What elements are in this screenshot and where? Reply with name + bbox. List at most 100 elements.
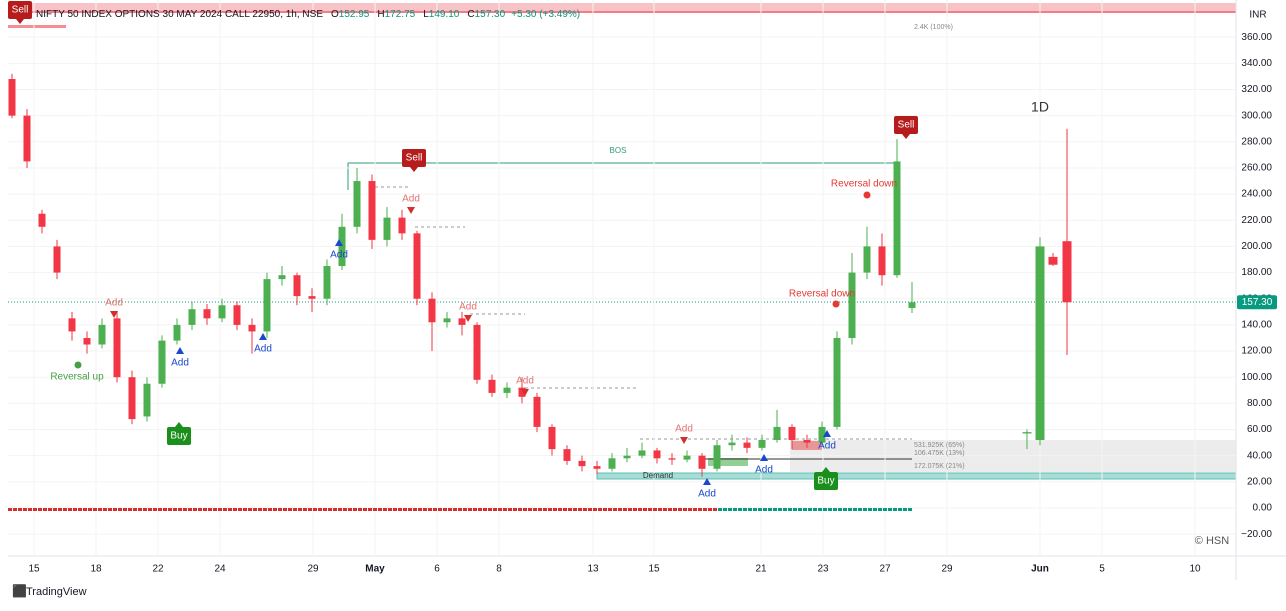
signal-dot (623, 508, 627, 511)
signal-dot (568, 508, 572, 511)
add-label: Add (171, 358, 189, 369)
y-tick-label: 60.00 (1247, 424, 1272, 435)
signal-dot (413, 508, 417, 511)
header-text: 172.75 (385, 9, 416, 20)
signal-dot (433, 508, 437, 511)
add-marker (680, 437, 688, 444)
signal-dot (168, 508, 172, 511)
header-bar (8, 25, 66, 28)
header-text: H (377, 9, 384, 20)
reversal-label: Reversal up (50, 372, 104, 383)
candle-body (878, 246, 886, 276)
signal-dot (428, 508, 432, 511)
candle-body (623, 455, 631, 459)
signal-dot (823, 508, 827, 511)
header-text: 157.30 (475, 9, 506, 20)
signal-dot (133, 508, 137, 511)
signal-dot (258, 508, 262, 511)
signal-dot (288, 508, 292, 511)
add-marker (176, 347, 184, 354)
candle-body (758, 439, 766, 448)
signal-dot (383, 508, 387, 511)
signal-dot (358, 508, 362, 511)
brand-logo: ⬛ (12, 584, 27, 598)
add-label: Add (698, 489, 716, 500)
volume-label: 172.075K (21%) (914, 463, 965, 470)
signal-dot (178, 508, 182, 511)
signal-dot (403, 508, 407, 511)
signal-dot (303, 508, 307, 511)
signal-dot (203, 508, 207, 511)
top-zone (8, 3, 1236, 13)
signal-dot (338, 508, 342, 511)
signal-dot (508, 508, 512, 511)
candle-body (518, 387, 526, 397)
signal-pointer (902, 134, 910, 139)
signal-dot (108, 508, 112, 511)
candle-body (488, 379, 496, 393)
signal-dot (393, 508, 397, 511)
candle-body (83, 337, 91, 345)
signal-dot (98, 508, 102, 511)
signal-dot (783, 508, 787, 511)
volume-label: 2.4K (100%) (914, 24, 953, 31)
candle-body (1022, 432, 1032, 434)
add-label: Add (675, 424, 693, 435)
candle-body (23, 115, 31, 162)
add-marker (259, 333, 267, 340)
signal-dot (893, 508, 897, 511)
timeframe: 1D (1031, 99, 1049, 115)
signal-dot (523, 508, 527, 511)
candle-body (893, 161, 901, 276)
signal-dot (463, 508, 467, 511)
candle-body (413, 233, 421, 299)
annotations: Sell Sell Sell Buy Buy Add Add Add Add Add Add Add A… (8, 1, 965, 500)
signal-dot (833, 508, 837, 511)
signal-dot (803, 508, 807, 511)
signal-dot (908, 508, 912, 511)
signal-dot (763, 508, 767, 511)
signal-dot (23, 508, 27, 511)
x-tick-label: 27 (879, 564, 891, 575)
signal-pointer (175, 422, 183, 427)
x-tick-label: 24 (214, 564, 226, 575)
signal-dot (13, 508, 17, 511)
add-marker (760, 454, 768, 461)
candle-body (728, 442, 736, 446)
signal-dot (883, 508, 887, 511)
y-tick-label: 320.00 (1241, 84, 1272, 95)
signal-dot (613, 508, 617, 511)
signal-dot (33, 508, 37, 511)
signal-dot (753, 508, 757, 511)
header-text: NIFTY 50 INDEX OPTIONS 30 MAY 2024 CALL … (36, 9, 323, 20)
signal-pointer (410, 167, 418, 172)
candle-body (578, 460, 586, 467)
signal-dot (193, 508, 197, 511)
signal-dot (868, 508, 872, 511)
signal-label: Buy (817, 476, 834, 487)
signal-label: Sell (12, 5, 29, 16)
signal-label: Sell (898, 120, 915, 131)
signal-dot (148, 508, 152, 511)
add-marker (407, 207, 415, 214)
candle-body (128, 377, 136, 420)
signal-dot (903, 508, 907, 511)
candle-body (443, 318, 451, 323)
signal-dot (583, 508, 587, 511)
candle-body (203, 309, 211, 319)
signal-dot (78, 508, 82, 511)
signal-dot (263, 508, 267, 511)
volume-label: 106.475K (13%) (914, 450, 965, 457)
signal-dot (638, 508, 642, 511)
x-tick-label: 6 (434, 564, 440, 575)
signal-tag (814, 472, 838, 490)
x-tick-label: 8 (496, 564, 502, 575)
candle-body (908, 302, 916, 308)
add-marker (464, 315, 472, 322)
x-tick-label: 18 (90, 564, 102, 575)
signal-dot (273, 508, 277, 511)
signal-dot (488, 508, 492, 511)
signal-dot (228, 508, 232, 511)
candle-body (668, 458, 676, 460)
signal-dot (68, 508, 72, 511)
